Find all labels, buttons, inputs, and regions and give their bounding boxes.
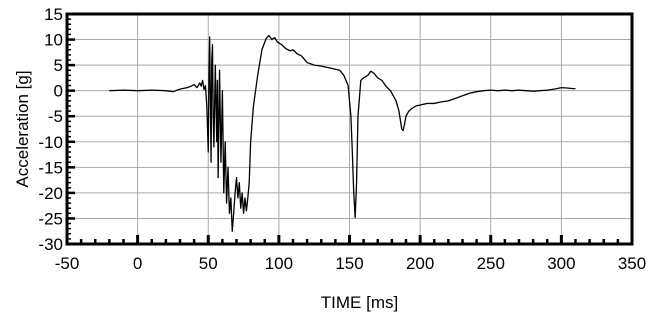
y-tick-label: 10 [44, 31, 63, 50]
x-tick-label: 0 [133, 254, 142, 273]
series-group [109, 34, 576, 232]
y-tick-labels: 15 10 5 0 -5 -10 -15 -20 -25 -30 [38, 5, 63, 254]
x-tick-label: 100 [265, 254, 293, 273]
y-tick-label: -25 [38, 209, 63, 228]
x-tick-label: 250 [477, 254, 505, 273]
y-tick-label: 5 [54, 56, 63, 75]
y-tick-label: 15 [44, 5, 63, 24]
tick-marks [65, 12, 634, 246]
y-tick-label: -30 [38, 235, 63, 254]
x-tick-labels: -50 0 50 100 150 200 250 300 350 [55, 254, 646, 273]
x-axis-title: TIME [ms] [321, 293, 398, 312]
grid-lines [67, 14, 632, 244]
x-tick-label: 50 [199, 254, 218, 273]
series-line-0 [109, 34, 576, 232]
y-tick-label: -10 [38, 133, 63, 152]
x-tick-label: -50 [55, 254, 80, 273]
y-tick-label: 0 [54, 82, 63, 101]
x-tick-label: 350 [618, 254, 646, 273]
y-axis-title: Acceleration [g] [13, 70, 32, 187]
x-tick-label: 200 [406, 254, 434, 273]
x-tick-label: 150 [335, 254, 363, 273]
y-tick-label: -5 [48, 107, 63, 126]
x-tick-label: 300 [547, 254, 575, 273]
y-tick-label: -15 [38, 158, 63, 177]
y-tick-label: -20 [38, 184, 63, 203]
